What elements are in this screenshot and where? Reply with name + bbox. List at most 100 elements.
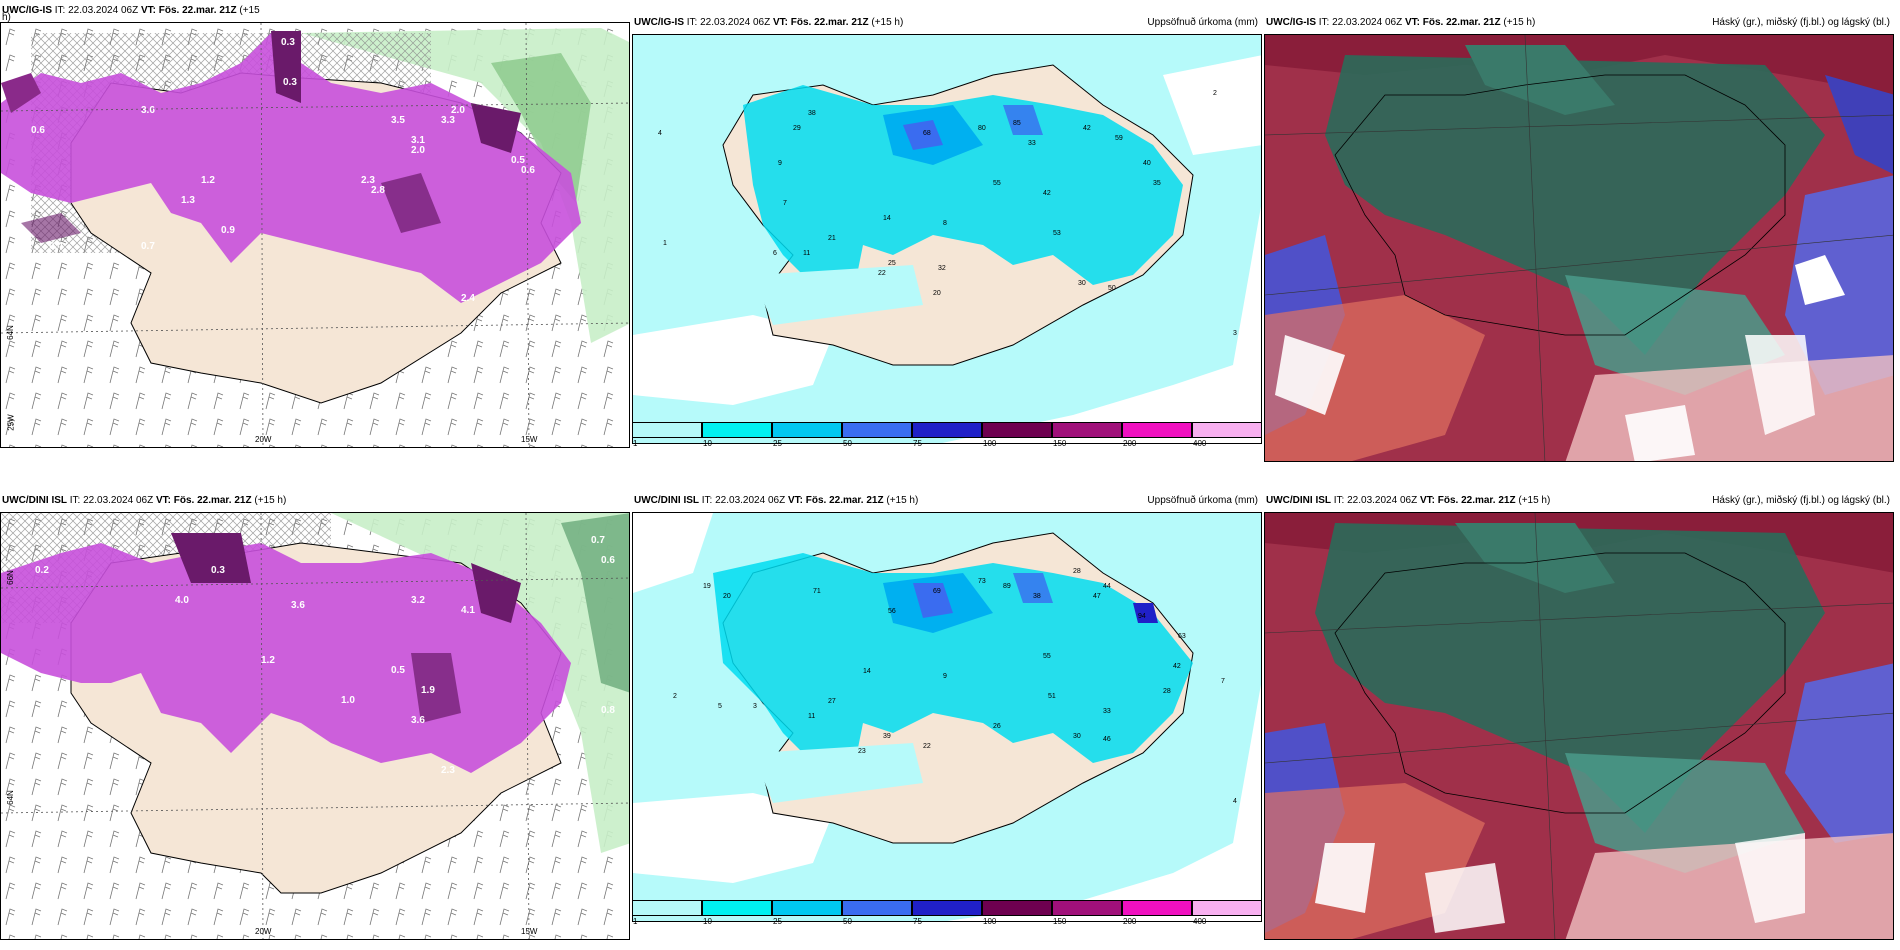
colorbar: 1 10 25 50 75 100 150 200 400 <box>632 422 1262 448</box>
label-12: 63 <box>1178 633 1186 640</box>
label-4: 2.3 <box>361 175 375 186</box>
label-11: 42 <box>1043 190 1051 197</box>
label-17: 3.5 <box>391 115 405 126</box>
init-time: IT: 22.03.2024 06Z <box>701 495 786 506</box>
label-4: 85 <box>1013 120 1021 127</box>
label-8: 40 <box>1143 160 1151 167</box>
axis-lat-64n: 64N <box>5 325 15 340</box>
init-time: IT: 22.03.2024 06Z <box>69 495 154 506</box>
colorbar-swatch <box>1122 900 1192 916</box>
precip-labels: 29 38 68 80 85 33 42 59 40 35 55 42 53 3… <box>658 90 1237 337</box>
valid-time: VT: Fös. 22.mar. 21Z <box>787 495 884 506</box>
lead-time: (+15 h) <box>871 17 904 28</box>
colorbar-tick: 25 <box>773 439 782 448</box>
panel-title: UWC/IG-IS IT: 22.03.2024 06Z VT: Fös. 22… <box>0 0 630 22</box>
label-15: 0.4 <box>49 241 63 252</box>
colorbar-swatch <box>912 422 982 438</box>
axis-lon-15w: 15W <box>521 927 538 936</box>
colorbar-tick: 1 <box>633 439 638 448</box>
label-0: 19 <box>703 583 711 590</box>
map-svg-p6 <box>1265 513 1893 939</box>
map-frame: 0.3 0.3 3.6 3.3 2.3 2.0 1.3 0.6 3.1 2.8 … <box>0 22 630 448</box>
label-18: 20 <box>933 290 941 297</box>
map-frame: 19 20 71 56 69 73 89 38 28 44 47 94 63 4… <box>632 512 1262 922</box>
label-0: 0.3 <box>281 37 295 48</box>
label-14: 50 <box>1108 285 1116 292</box>
panel-title: UWC/DINI ISL IT: 22.03.2024 06Z VT: Fös.… <box>0 490 630 512</box>
colorbar-tick: 10 <box>703 439 712 448</box>
colorbar-swatch <box>842 900 912 916</box>
model-name: UWC/IG-IS <box>634 17 684 28</box>
colorbar-swatch <box>632 422 702 438</box>
map-svg-p5: 19 20 71 56 69 73 89 38 28 44 47 94 63 4… <box>633 513 1261 921</box>
colorbar-tick: 150 <box>1053 439 1067 448</box>
label-19: 21 <box>828 235 836 242</box>
label-1: 20 <box>723 593 731 600</box>
panel-subtitle: Háský (gr.), miðský (fj.bl.) og lágský (… <box>1712 17 1890 28</box>
label-10: 2.4 <box>461 293 475 304</box>
precip-area <box>743 85 1183 295</box>
label-17: 32 <box>938 265 946 272</box>
colorbar-tick: 75 <box>913 917 922 926</box>
colorbar-tick: 50 <box>843 439 852 448</box>
label-9: 2.8 <box>371 185 385 196</box>
label-14: 1.0 <box>341 695 355 706</box>
map-frame: 29 38 68 80 85 33 42 59 40 35 55 42 53 3… <box>632 34 1262 444</box>
map-frame <box>1264 512 1894 940</box>
label-20: 14 <box>883 215 891 222</box>
label-11: 94 <box>1138 613 1146 620</box>
colorbar-tick: 25 <box>773 917 782 926</box>
label-0: 29 <box>793 125 801 132</box>
label-21: 8 <box>943 220 947 227</box>
label-13: 0.6 <box>521 165 535 176</box>
colorbar-swatch <box>982 900 1052 916</box>
lead-time: (+15 h) <box>254 495 287 506</box>
label-13: 42 <box>1173 663 1181 670</box>
label-15: 0.6 <box>296 927 310 938</box>
label-27: 2 <box>1213 90 1217 97</box>
panel-p3-clouds: UWC/IG-IS IT: 22.03.2024 06Z VT: Fös. 22… <box>1264 12 1894 462</box>
label-7: 0.6 <box>601 555 615 566</box>
lead-time: (+15 h) <box>1503 17 1536 28</box>
label-2: 4.0 <box>175 595 189 606</box>
label-3: 80 <box>978 125 986 132</box>
label-24: 9 <box>778 160 782 167</box>
label-13: 30 <box>1078 280 1086 287</box>
label-5: 33 <box>1028 140 1036 147</box>
label-12: 53 <box>1053 230 1061 237</box>
label-23: 23 <box>858 748 866 755</box>
label-22: 11 <box>803 250 810 257</box>
init-time: IT: 22.03.2024 06Z <box>1318 17 1403 28</box>
label-0: 0.2 <box>35 565 49 576</box>
axis-lon-25w: 25W <box>6 414 16 431</box>
label-28: 5 <box>718 703 722 710</box>
label-27: 9 <box>943 673 947 680</box>
colorbar-tick: 200 <box>1123 439 1137 448</box>
axis-lon-20w: 20W <box>255 927 272 936</box>
axis-lat-64n: 64N <box>5 790 15 805</box>
panel-p5-accum-precip: UWC/DINI ISL IT: 22.03.2024 06Z VT: Fös.… <box>632 490 1262 940</box>
init-time: IT: 22.03.2024 06Z <box>686 17 771 28</box>
label-2: 3.6 <box>141 105 155 116</box>
panel-subtitle: Uppsöfnuð úrkoma (mm) <box>1147 17 1258 28</box>
label-16: 51 <box>1048 693 1056 700</box>
label-2: 71 <box>813 588 821 595</box>
label-10: 47 <box>1093 593 1101 600</box>
colorbar-tick: 400 <box>1193 439 1207 448</box>
colorbar-swatch <box>1192 422 1262 438</box>
panel-p6-clouds: UWC/DINI ISL IT: 22.03.2024 06Z VT: Fös.… <box>1264 490 1894 940</box>
panel-p4-wind-precip: UWC/DINI ISL IT: 22.03.2024 06Z VT: Fös.… <box>0 490 630 940</box>
colorbar-tick: 400 <box>1193 917 1207 926</box>
label-29: 3 <box>1233 330 1237 337</box>
label-8: 0.8 <box>601 705 615 716</box>
colorbar-tick: 10 <box>703 917 712 926</box>
colorbar-swatch <box>1192 900 1262 916</box>
colorbar-tick: 50 <box>843 917 852 926</box>
panel-subtitle: Háský (gr.), miðský (fj.bl.) og lágský (… <box>1712 495 1890 506</box>
colorbar-tick: 150 <box>1053 917 1067 926</box>
precip-labels: 0.2 0.3 4.0 3.6 3.2 4.1 0.7 0.6 0.8 1.2 … <box>35 535 615 938</box>
label-14: 0.5 <box>511 155 525 166</box>
label-29: 3 <box>753 703 757 710</box>
label-9: 1.2 <box>261 655 275 666</box>
label-1: 0.3 <box>283 77 297 88</box>
